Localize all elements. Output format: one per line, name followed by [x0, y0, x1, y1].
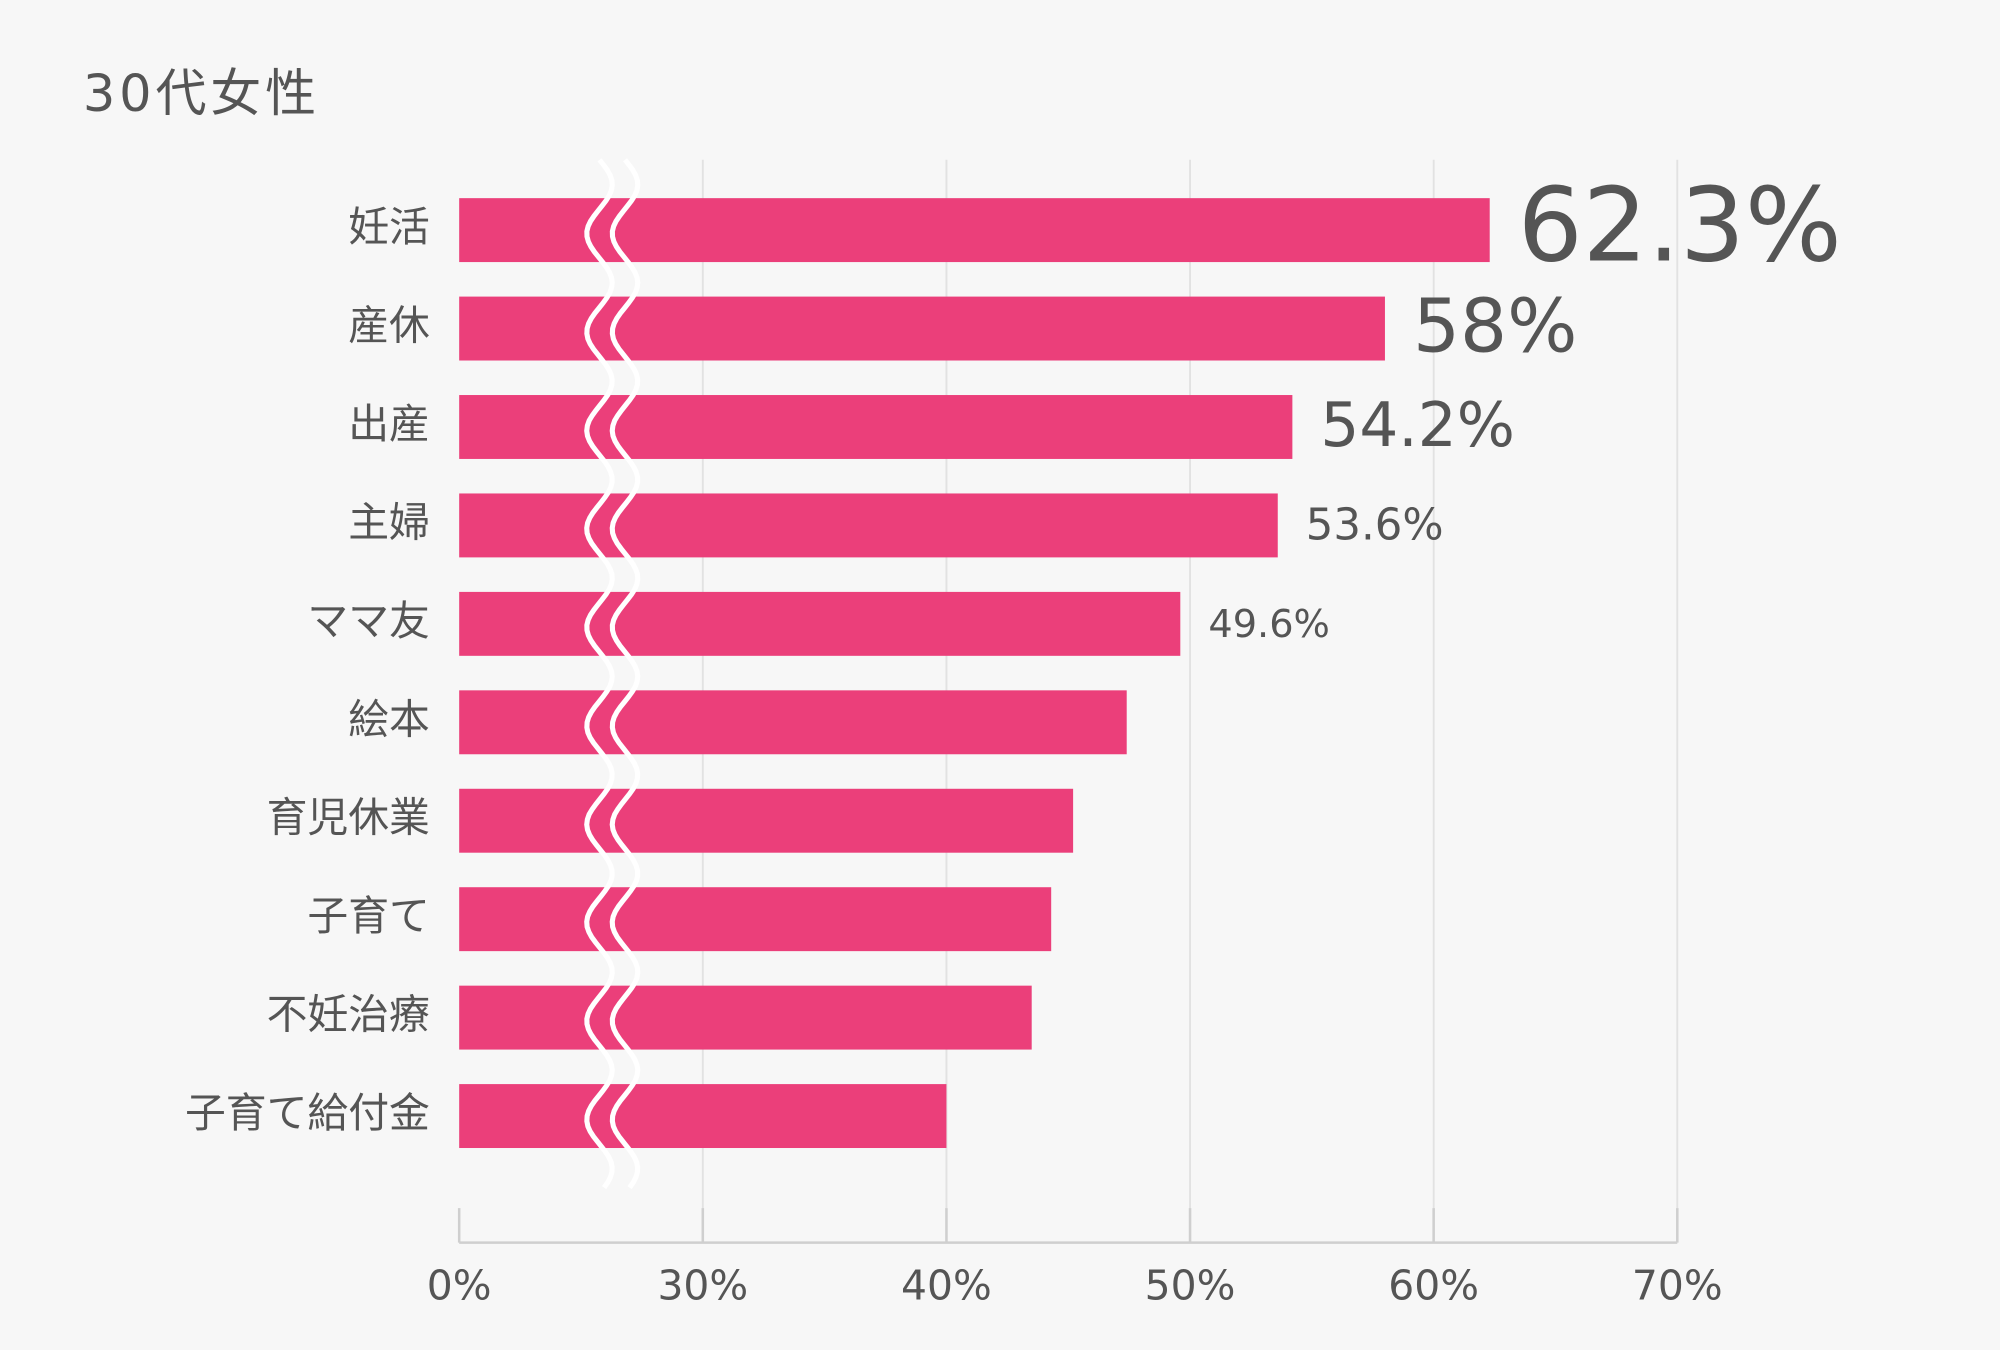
- bar: [459, 690, 1127, 755]
- x-tick-label: 30%: [657, 1262, 748, 1310]
- bar: [459, 493, 1278, 558]
- y-tick-label: 絵本: [348, 695, 430, 743]
- y-tick-label: ママ友: [307, 597, 429, 645]
- x-tick-label: 0%: [427, 1262, 492, 1310]
- value-label: 62.3%: [1518, 166, 1842, 285]
- bar: [459, 1084, 947, 1149]
- y-tick-label: 産休: [348, 302, 430, 350]
- value-label: 58%: [1413, 284, 1577, 370]
- y-tick-label: 子育て給付金: [185, 1089, 430, 1137]
- y-tick-label: 出産: [348, 400, 430, 448]
- value-label: 49.6%: [1208, 602, 1330, 647]
- value-label: 54.2%: [1320, 390, 1514, 461]
- bar: [459, 887, 1052, 952]
- axis-break: [584, 158, 615, 1190]
- axis-break: [609, 158, 641, 1190]
- bar: [459, 395, 1293, 459]
- y-tick-label: 育児休業: [267, 794, 430, 842]
- x-tick-label: 60%: [1388, 1262, 1479, 1310]
- y-tick-label: 主婦: [348, 498, 430, 546]
- x-tick-label: 40%: [901, 1262, 992, 1310]
- bar: [459, 985, 1032, 1050]
- value-label: 53.6%: [1306, 500, 1444, 550]
- y-tick-label: 子育て: [307, 892, 429, 940]
- y-tick-label: 不妊治療: [267, 991, 430, 1039]
- bar: [459, 591, 1181, 656]
- bar: [459, 198, 1490, 263]
- y-tick-label: 妊活: [348, 203, 430, 251]
- chart-title: 30代女性: [83, 65, 320, 124]
- x-tick-label: 50%: [1145, 1262, 1236, 1310]
- x-tick-label: 70%: [1632, 1262, 1723, 1310]
- bar: [459, 788, 1074, 853]
